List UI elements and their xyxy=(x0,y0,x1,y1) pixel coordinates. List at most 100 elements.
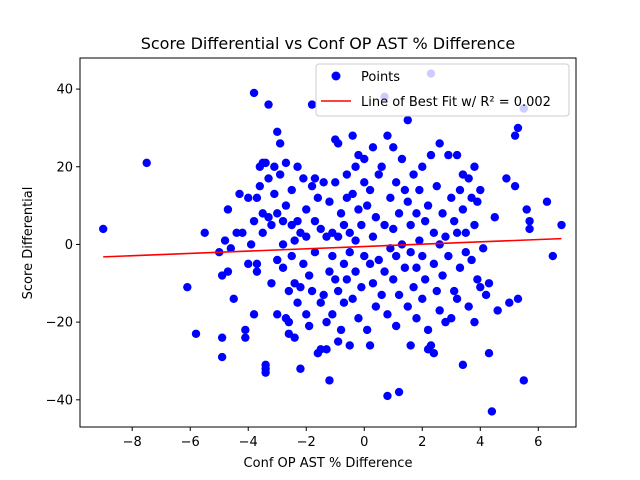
data-point xyxy=(258,228,267,237)
plot-background xyxy=(80,58,576,427)
data-point xyxy=(261,158,270,168)
x-tick-label: −6 xyxy=(181,435,200,450)
data-point xyxy=(455,185,465,195)
data-point xyxy=(406,248,415,257)
data-point xyxy=(270,189,279,199)
legend-fit-label: Line of Best Fit w/ R² = 0.002 xyxy=(361,95,551,110)
data-point xyxy=(273,255,282,265)
data-point xyxy=(255,181,265,191)
data-point xyxy=(415,185,424,195)
data-point xyxy=(438,271,447,280)
data-point xyxy=(412,263,421,272)
data-point xyxy=(336,325,346,335)
data-point xyxy=(493,306,502,315)
data-point xyxy=(307,100,317,109)
data-point xyxy=(476,185,485,195)
data-point xyxy=(336,209,346,218)
data-point xyxy=(426,341,436,350)
data-point xyxy=(357,282,366,292)
x-tick-label: −4 xyxy=(239,435,258,450)
data-point xyxy=(435,139,444,148)
y-axis: −40 −20 0 20 40 xyxy=(46,83,80,408)
data-point xyxy=(302,232,311,241)
data-point xyxy=(371,213,381,222)
data-point xyxy=(278,263,288,272)
data-point xyxy=(302,205,311,214)
data-point xyxy=(313,193,323,203)
data-point xyxy=(284,286,294,296)
points-layer xyxy=(99,69,566,416)
data-point xyxy=(310,174,320,183)
data-point xyxy=(432,181,441,191)
data-point xyxy=(331,178,340,187)
data-point xyxy=(380,220,389,230)
data-point xyxy=(235,189,244,199)
plot-area xyxy=(80,58,576,427)
data-point xyxy=(333,286,343,296)
data-point xyxy=(241,325,250,335)
data-point xyxy=(365,341,375,350)
data-point xyxy=(435,240,444,249)
data-point xyxy=(241,333,250,342)
data-point xyxy=(360,251,369,261)
data-point xyxy=(345,248,354,257)
chart-title: Score Differential vs Conf OP AST % Diff… xyxy=(141,34,516,53)
data-point xyxy=(391,321,401,331)
data-point xyxy=(377,162,386,171)
data-point xyxy=(249,310,259,319)
data-point xyxy=(470,220,479,230)
data-point xyxy=(342,170,352,179)
data-point xyxy=(400,263,410,272)
data-point xyxy=(316,224,325,234)
data-point xyxy=(354,205,363,214)
data-point xyxy=(391,251,401,261)
data-point xyxy=(447,314,456,323)
data-point xyxy=(284,317,294,327)
data-point xyxy=(420,275,430,284)
data-point xyxy=(455,263,465,272)
data-point xyxy=(505,298,514,307)
data-point xyxy=(351,236,360,245)
data-point xyxy=(391,178,401,187)
data-point xyxy=(183,282,192,292)
data-point xyxy=(348,131,357,140)
data-point xyxy=(487,407,497,416)
data-point xyxy=(322,317,331,327)
data-point xyxy=(426,150,436,160)
data-point xyxy=(307,286,317,296)
data-point xyxy=(467,255,476,265)
data-point xyxy=(244,193,253,203)
data-point xyxy=(429,259,439,269)
data-point xyxy=(409,282,418,292)
data-point xyxy=(252,259,262,269)
data-point xyxy=(423,325,433,335)
data-point xyxy=(444,251,453,261)
data-point xyxy=(429,228,439,237)
data-point xyxy=(333,139,343,148)
data-point xyxy=(296,364,305,373)
data-point xyxy=(275,170,285,179)
data-point xyxy=(452,228,462,237)
best-fit-line xyxy=(103,237,562,258)
data-point xyxy=(273,209,282,218)
data-point xyxy=(409,170,418,179)
data-point xyxy=(249,88,259,98)
data-point xyxy=(299,174,308,183)
data-point xyxy=(386,193,395,203)
data-point xyxy=(290,333,299,342)
data-point xyxy=(476,282,485,292)
data-point xyxy=(458,360,468,370)
data-point xyxy=(441,232,450,241)
data-point xyxy=(377,290,386,300)
data-point xyxy=(452,294,462,304)
data-point xyxy=(220,236,230,245)
data-point xyxy=(362,325,372,335)
data-point xyxy=(412,314,421,323)
data-point xyxy=(351,162,360,171)
data-point xyxy=(229,294,238,304)
data-point xyxy=(513,123,523,133)
data-point xyxy=(464,302,473,311)
legend-points-label: Points xyxy=(361,70,400,85)
data-point xyxy=(394,209,404,218)
data-point xyxy=(287,185,296,195)
